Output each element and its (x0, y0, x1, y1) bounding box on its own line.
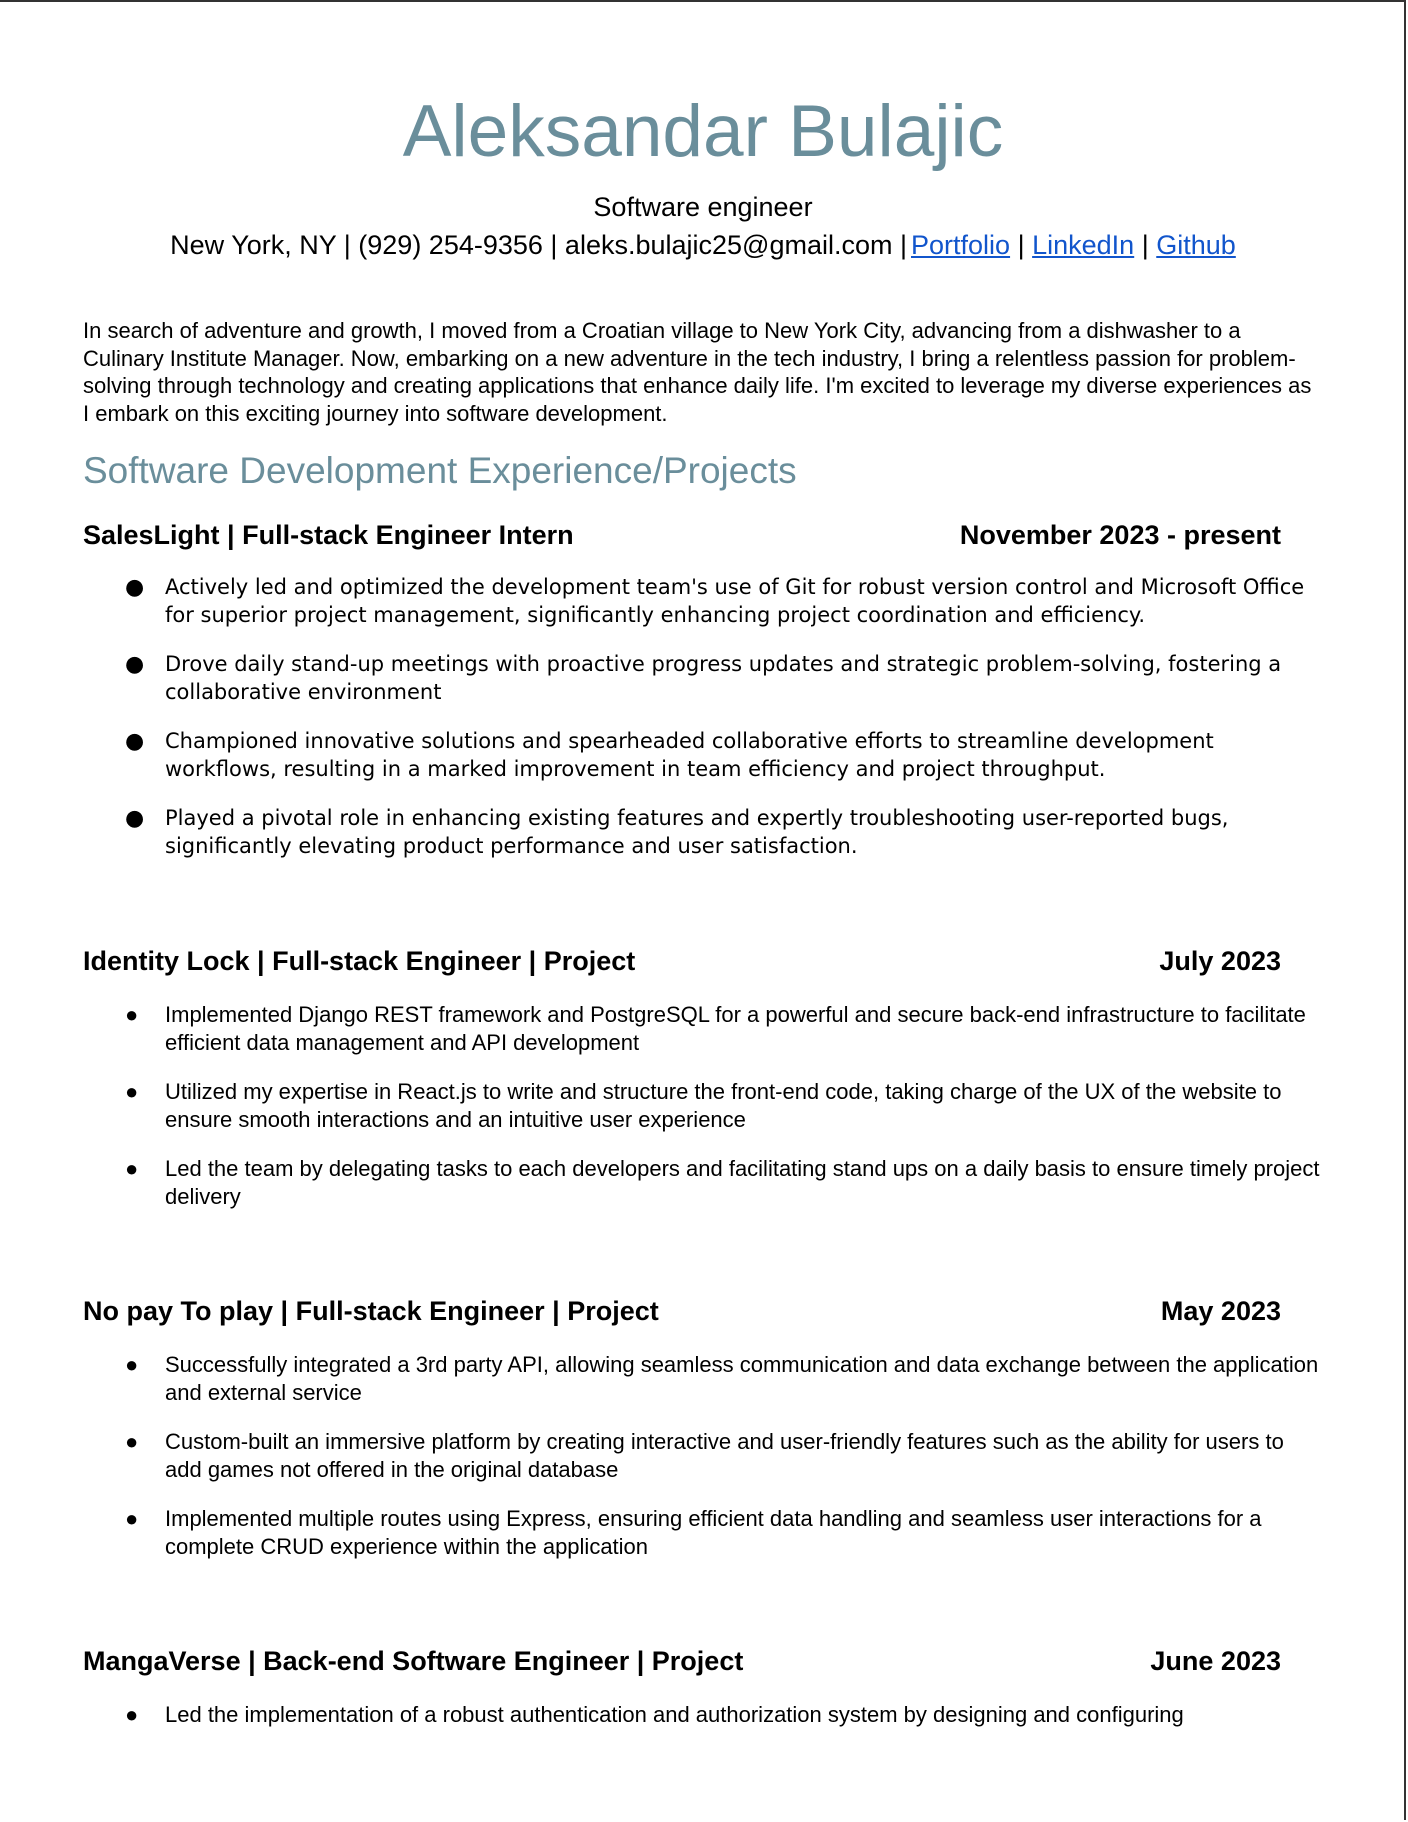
bullet-icon: ● (125, 652, 145, 677)
bullet-text: Led the implementation of a robust authe… (165, 1702, 1184, 1727)
bullet-text: Drove daily stand-up meetings with proac… (165, 652, 1282, 704)
job-date: June 2023 (1150, 1646, 1281, 1676)
contact-details: New York, NY | (929) 254-9356 | aleks.bu… (170, 230, 907, 260)
portfolio-link[interactable]: Portfolio (911, 230, 1011, 260)
bullet-icon: ● (125, 1702, 139, 1727)
bullet-text: Championed innovative solutions and spea… (165, 729, 1214, 781)
bullet-icon: ● (125, 729, 145, 754)
bullet-text: Actively led and optimized the developme… (165, 575, 1305, 627)
bullet-text: Successfully integrated a 3rd party API,… (165, 1352, 1319, 1405)
linkedin-link[interactable]: LinkedIn (1032, 230, 1135, 260)
summary-paragraph: In search of adventure and growth, I mov… (83, 318, 1312, 426)
contact-line: New York, NY | (929) 254-9356 | aleks.bu… (0, 228, 1406, 262)
bullet-icon: ● (125, 1352, 139, 1377)
list-item: ● Implemented multiple routes using Expre… (83, 1505, 1323, 1560)
list-item: ● Played a pivotal role in enhancing exis… (83, 805, 1323, 860)
list-item: ● Custom-built an immersive platform by c… (83, 1428, 1323, 1483)
bullet-icon: ● (125, 1079, 139, 1104)
list-item: ● Drove daily stand-up meetings with proa… (83, 651, 1323, 706)
bullet-text: Utilized my expertise in React.js to wri… (165, 1079, 1282, 1132)
bullet-icon: ● (125, 1002, 139, 1027)
link-separator: | (1017, 230, 1025, 260)
list-item: ● Led the implementation of a robust auth… (83, 1701, 1323, 1729)
job-date: November 2023 - present (959, 520, 1281, 550)
job-bullets: ● Successfully integrated a 3rd party API… (83, 1351, 1323, 1582)
link-separator: | (1141, 230, 1149, 260)
job-date: May 2023 (1160, 1296, 1281, 1326)
candidate-role: Software engineer (593, 192, 813, 222)
bullet-text: Led the team by delegating tasks to each… (165, 1156, 1320, 1209)
job-title: MangaVerse | Back-end Software Engineer … (83, 1646, 744, 1676)
bullet-text: Implemented Django REST framework and Po… (165, 1002, 1306, 1055)
bullet-icon: ● (125, 1429, 139, 1454)
github-link[interactable]: Github (1156, 230, 1236, 260)
candidate-name: Aleksandar Bulajic (402, 91, 1004, 172)
list-item: ● Successfully integrated a 3rd party API… (83, 1351, 1323, 1406)
bullet-icon: ● (125, 1156, 139, 1181)
job-title: SalesLight | Full-stack Engineer Intern (83, 520, 574, 550)
section-title: Software Development Experience/Projects (83, 450, 797, 491)
bullet-text: Custom-built an immersive platform by cr… (165, 1429, 1284, 1482)
list-item: ● Utilized my expertise in React.js to wr… (83, 1078, 1323, 1133)
job-title: Identity Lock | Full-stack Engineer | Pr… (83, 946, 636, 976)
job-bullets: ● Implemented Django REST framework and P… (83, 1001, 1323, 1232)
bullet-text: Implemented multiple routes using Expres… (165, 1506, 1262, 1559)
job-bullets: ● Led the implementation of a robust auth… (83, 1701, 1323, 1751)
list-item: ● Implemented Django REST framework and P… (83, 1001, 1323, 1056)
bullet-icon: ● (125, 575, 145, 600)
job-title: No pay To play | Full-stack Engineer | P… (83, 1296, 659, 1326)
list-item: ● Championed innovative solutions and spe… (83, 728, 1323, 783)
bullet-icon: ● (125, 1506, 139, 1531)
list-item: ● Led the team by delegating tasks to eac… (83, 1155, 1323, 1210)
list-item: ● Actively led and optimized the developm… (83, 574, 1323, 629)
job-bullets: ● Actively led and optimized the developm… (83, 574, 1323, 882)
job-date: July 2023 (1159, 946, 1281, 976)
bullet-text: Played a pivotal role in enhancing exist… (165, 806, 1229, 858)
bullet-icon: ● (125, 806, 145, 831)
